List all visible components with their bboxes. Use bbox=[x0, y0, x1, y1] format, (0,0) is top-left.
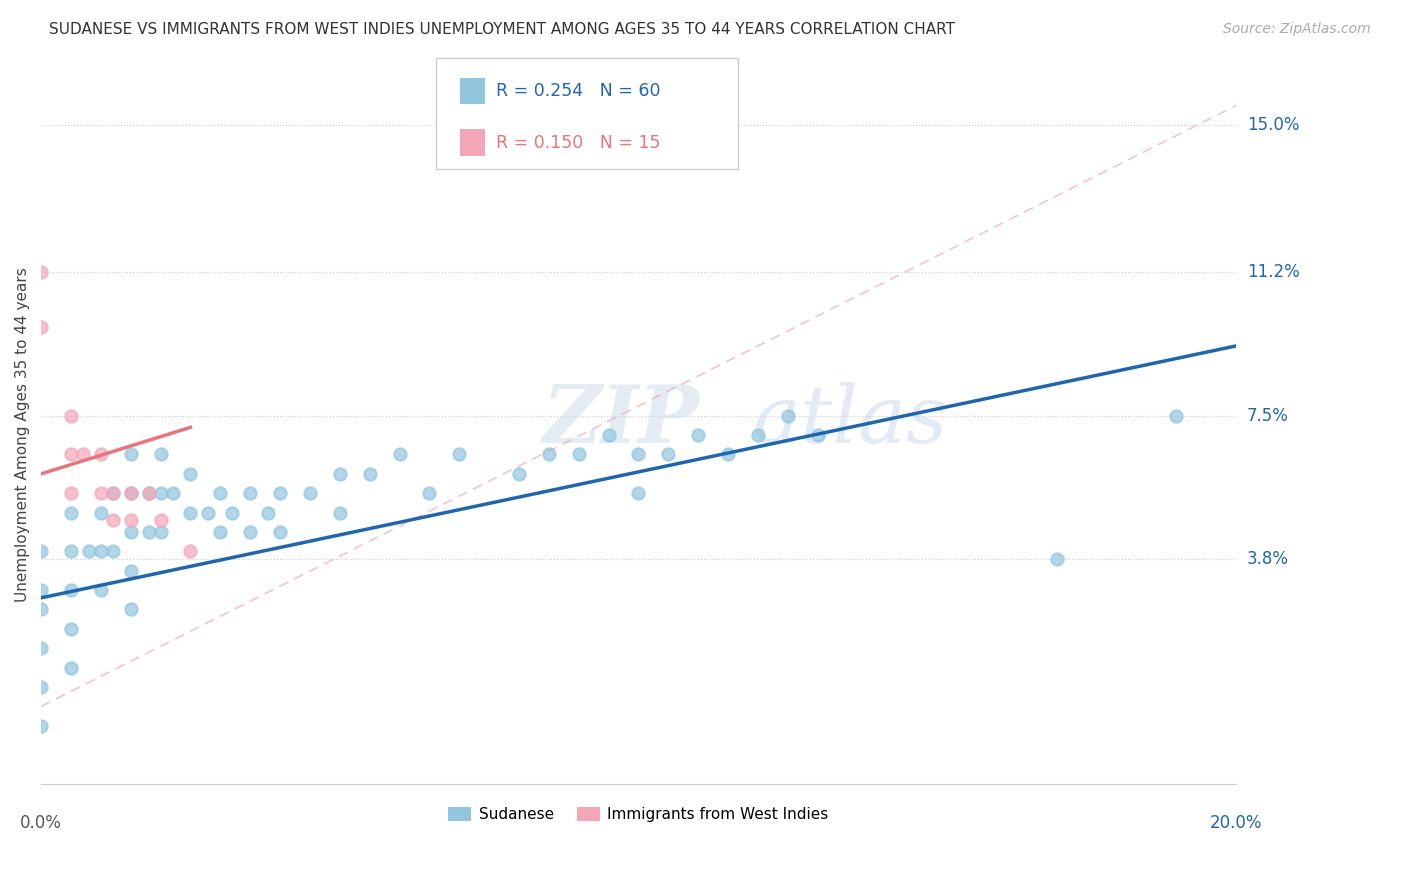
Point bbox=[149, 448, 172, 462]
Point bbox=[359, 467, 381, 481]
Point bbox=[90, 583, 112, 598]
Point bbox=[149, 524, 172, 539]
Point bbox=[101, 513, 124, 527]
Point bbox=[72, 448, 94, 462]
Point bbox=[388, 448, 411, 462]
Point bbox=[59, 409, 82, 423]
Point bbox=[298, 486, 321, 500]
Point bbox=[627, 448, 650, 462]
Point bbox=[747, 428, 769, 442]
Point bbox=[221, 506, 243, 520]
Point bbox=[90, 544, 112, 558]
Point bbox=[138, 486, 160, 500]
Point bbox=[59, 544, 82, 558]
Point bbox=[77, 544, 100, 558]
Point bbox=[120, 602, 142, 616]
Point bbox=[59, 506, 82, 520]
Text: R = 0.254   N = 60: R = 0.254 N = 60 bbox=[496, 82, 661, 100]
Point bbox=[120, 564, 142, 578]
Text: 15.0%: 15.0% bbox=[1247, 116, 1299, 134]
Point bbox=[120, 513, 142, 527]
Point bbox=[59, 448, 82, 462]
Point bbox=[508, 467, 530, 481]
Point bbox=[30, 719, 52, 733]
Text: 11.2%: 11.2% bbox=[1247, 263, 1299, 281]
Y-axis label: Unemployment Among Ages 35 to 44 years: Unemployment Among Ages 35 to 44 years bbox=[15, 268, 30, 602]
Point bbox=[179, 544, 201, 558]
Point bbox=[418, 486, 440, 500]
Text: SUDANESE VS IMMIGRANTS FROM WEST INDIES UNEMPLOYMENT AMONG AGES 35 TO 44 YEARS C: SUDANESE VS IMMIGRANTS FROM WEST INDIES … bbox=[49, 22, 955, 37]
Point bbox=[627, 486, 650, 500]
Point bbox=[138, 524, 160, 539]
Point bbox=[239, 486, 262, 500]
Point bbox=[197, 506, 219, 520]
Text: 7.5%: 7.5% bbox=[1247, 407, 1289, 425]
Point bbox=[537, 448, 560, 462]
Text: R = 0.150   N = 15: R = 0.150 N = 15 bbox=[496, 134, 661, 152]
Text: 3.8%: 3.8% bbox=[1247, 550, 1289, 568]
Point bbox=[269, 486, 291, 500]
Point bbox=[30, 641, 52, 656]
Point bbox=[59, 486, 82, 500]
Point bbox=[120, 524, 142, 539]
Point bbox=[30, 602, 52, 616]
Point bbox=[239, 524, 262, 539]
Point bbox=[30, 680, 52, 694]
Point bbox=[101, 486, 124, 500]
Point bbox=[90, 486, 112, 500]
Point bbox=[657, 448, 679, 462]
Point bbox=[30, 265, 52, 279]
Point bbox=[101, 486, 124, 500]
Text: ZIP: ZIP bbox=[543, 383, 700, 460]
Point bbox=[807, 428, 830, 442]
Point bbox=[449, 448, 471, 462]
Text: Source: ZipAtlas.com: Source: ZipAtlas.com bbox=[1223, 22, 1371, 37]
Point bbox=[138, 486, 160, 500]
Point bbox=[59, 583, 82, 598]
Text: 20.0%: 20.0% bbox=[1209, 814, 1263, 832]
Point bbox=[776, 409, 799, 423]
Point bbox=[30, 583, 52, 598]
Point bbox=[30, 319, 52, 334]
Point bbox=[30, 544, 52, 558]
Text: atlas: atlas bbox=[752, 383, 948, 460]
Point bbox=[120, 486, 142, 500]
Point bbox=[59, 622, 82, 636]
Point bbox=[717, 448, 740, 462]
Point bbox=[149, 513, 172, 527]
Point bbox=[59, 660, 82, 674]
Point bbox=[257, 506, 280, 520]
Point bbox=[120, 448, 142, 462]
Point bbox=[149, 486, 172, 500]
Point bbox=[1045, 552, 1067, 566]
Legend: Sudanese, Immigrants from West Indies: Sudanese, Immigrants from West Indies bbox=[441, 801, 835, 829]
Point bbox=[209, 486, 232, 500]
Point bbox=[90, 448, 112, 462]
Point bbox=[101, 544, 124, 558]
Point bbox=[120, 486, 142, 500]
Point bbox=[162, 486, 184, 500]
Point bbox=[329, 506, 352, 520]
Point bbox=[179, 506, 201, 520]
Point bbox=[90, 506, 112, 520]
Text: 0.0%: 0.0% bbox=[20, 814, 62, 832]
Point bbox=[598, 428, 620, 442]
Point bbox=[269, 524, 291, 539]
Point bbox=[1164, 409, 1187, 423]
Point bbox=[209, 524, 232, 539]
Point bbox=[568, 448, 591, 462]
Point bbox=[329, 467, 352, 481]
Point bbox=[179, 467, 201, 481]
Point bbox=[688, 428, 710, 442]
